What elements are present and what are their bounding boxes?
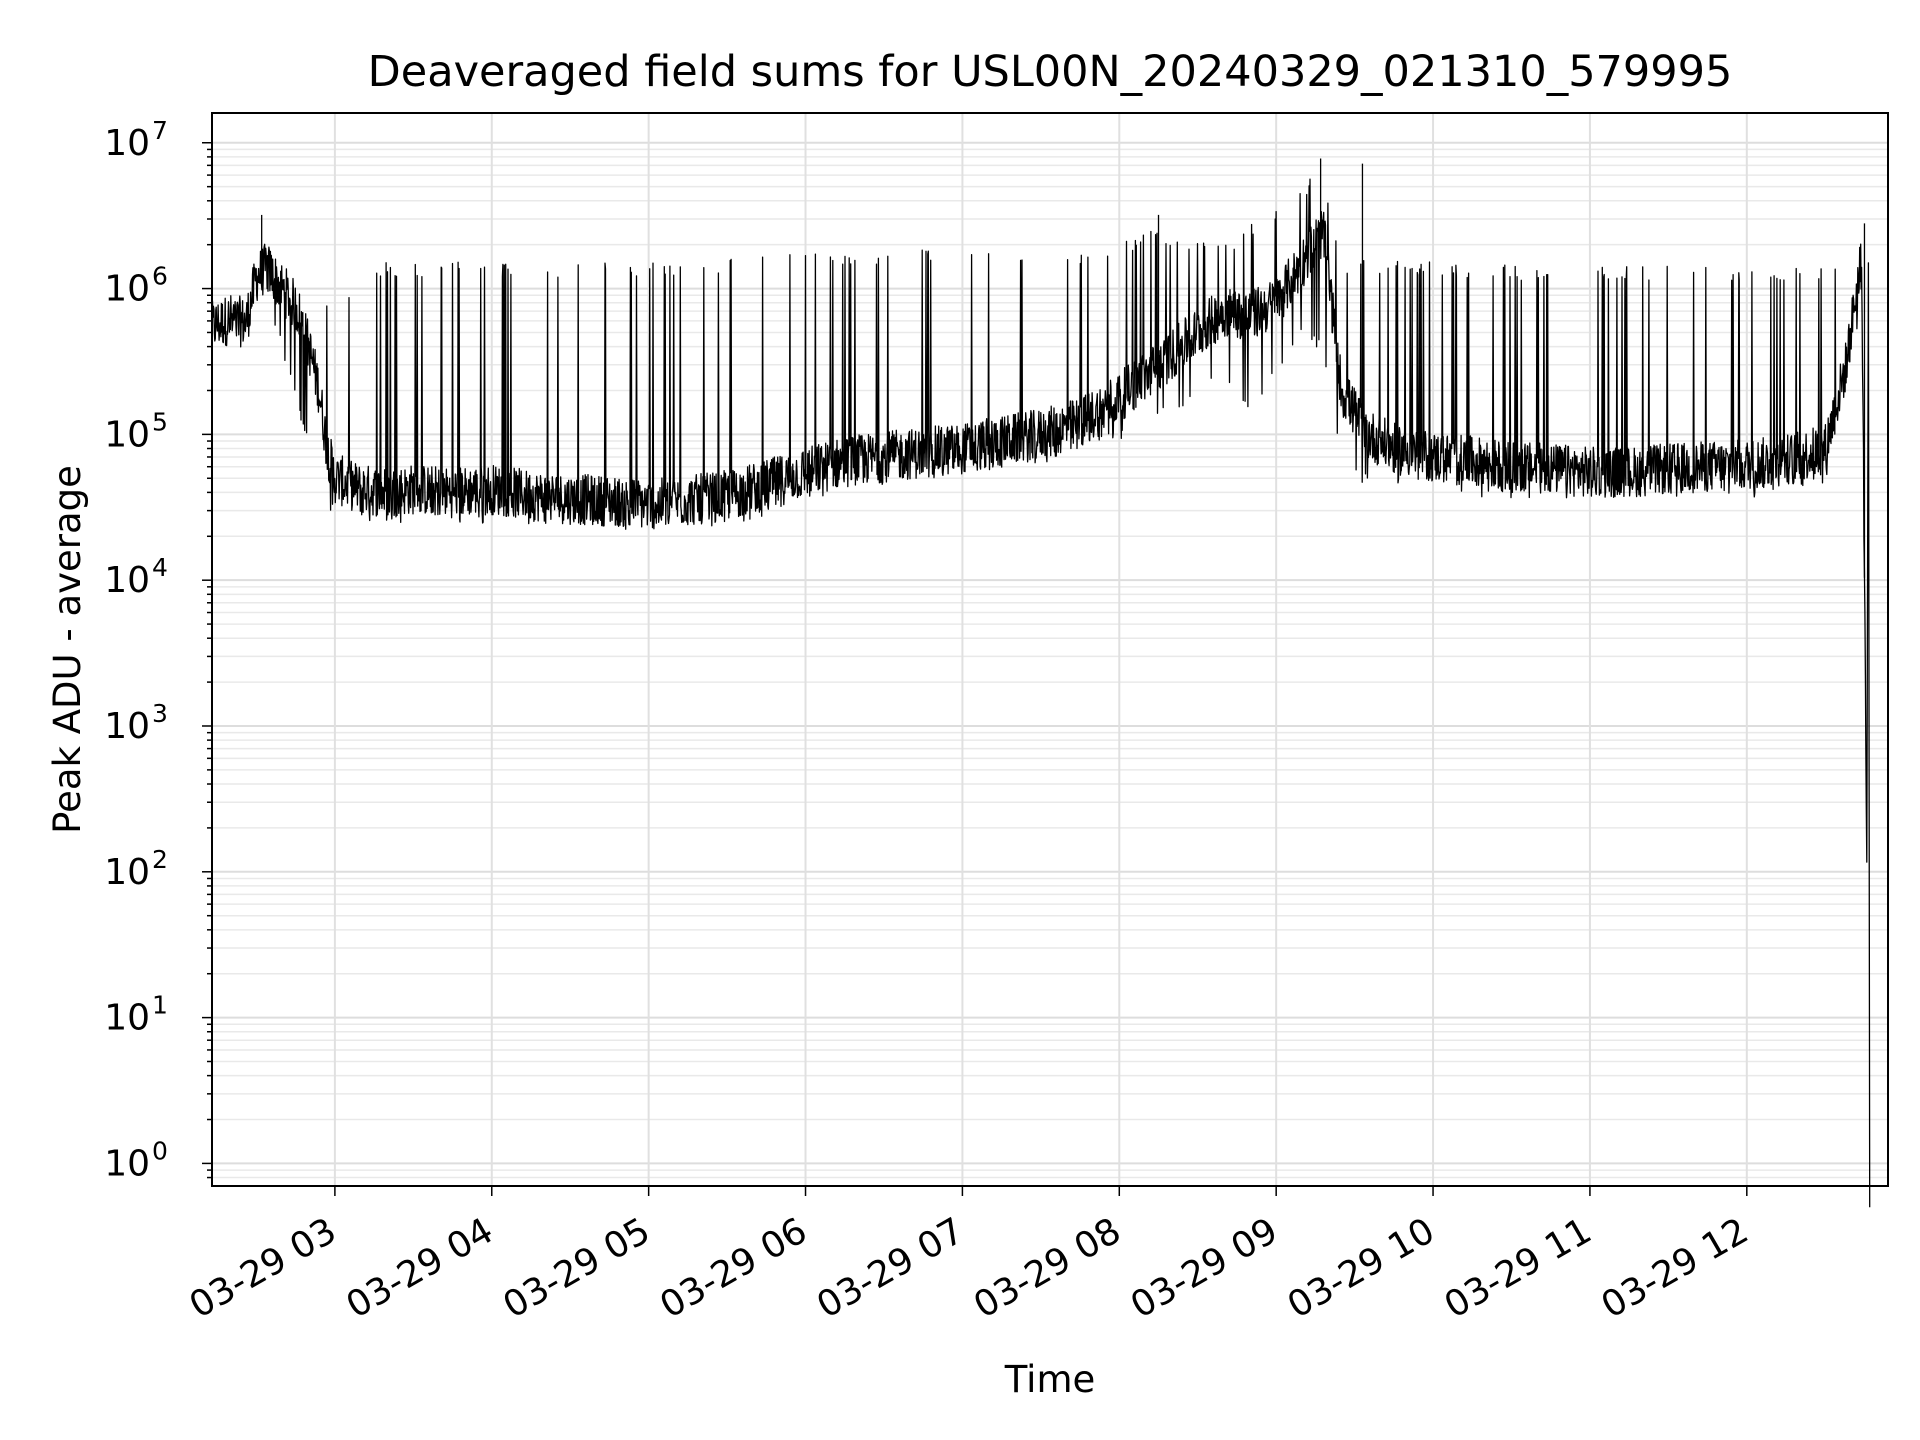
x-axis-label: Time — [1004, 1358, 1096, 1401]
grid — [212, 113, 1888, 1186]
y-tick-label: 10 — [104, 1143, 150, 1184]
y-tick-exponent: 4 — [152, 553, 168, 582]
y-tick-exponent: 6 — [152, 262, 168, 291]
y-tick-exponent: 0 — [152, 1136, 168, 1165]
y-tick-label: 10 — [104, 414, 150, 455]
y-tick-exponent: 1 — [152, 991, 168, 1020]
y-tick-exponent: 2 — [152, 845, 168, 874]
y-tick-label: 10 — [104, 706, 150, 747]
y-tick-exponent: 5 — [152, 407, 168, 436]
y-tick-exponent: 7 — [152, 116, 168, 145]
y-tick-label: 10 — [104, 560, 150, 601]
chart-title: Deaveraged field sums for USL00N_2024032… — [368, 47, 1733, 97]
y-tick-label: 10 — [104, 852, 150, 893]
y-tick-label: 10 — [104, 269, 150, 310]
series-line — [211, 178, 1871, 1208]
y-tick-label: 10 — [104, 998, 150, 1039]
plot-frame — [211, 112, 1889, 1187]
y-axis-label: Peak ADU - average — [46, 465, 89, 834]
y-tick-exponent: 3 — [152, 699, 168, 728]
y-tick-label: 10 — [104, 123, 150, 164]
series-layer — [211, 158, 1871, 1208]
